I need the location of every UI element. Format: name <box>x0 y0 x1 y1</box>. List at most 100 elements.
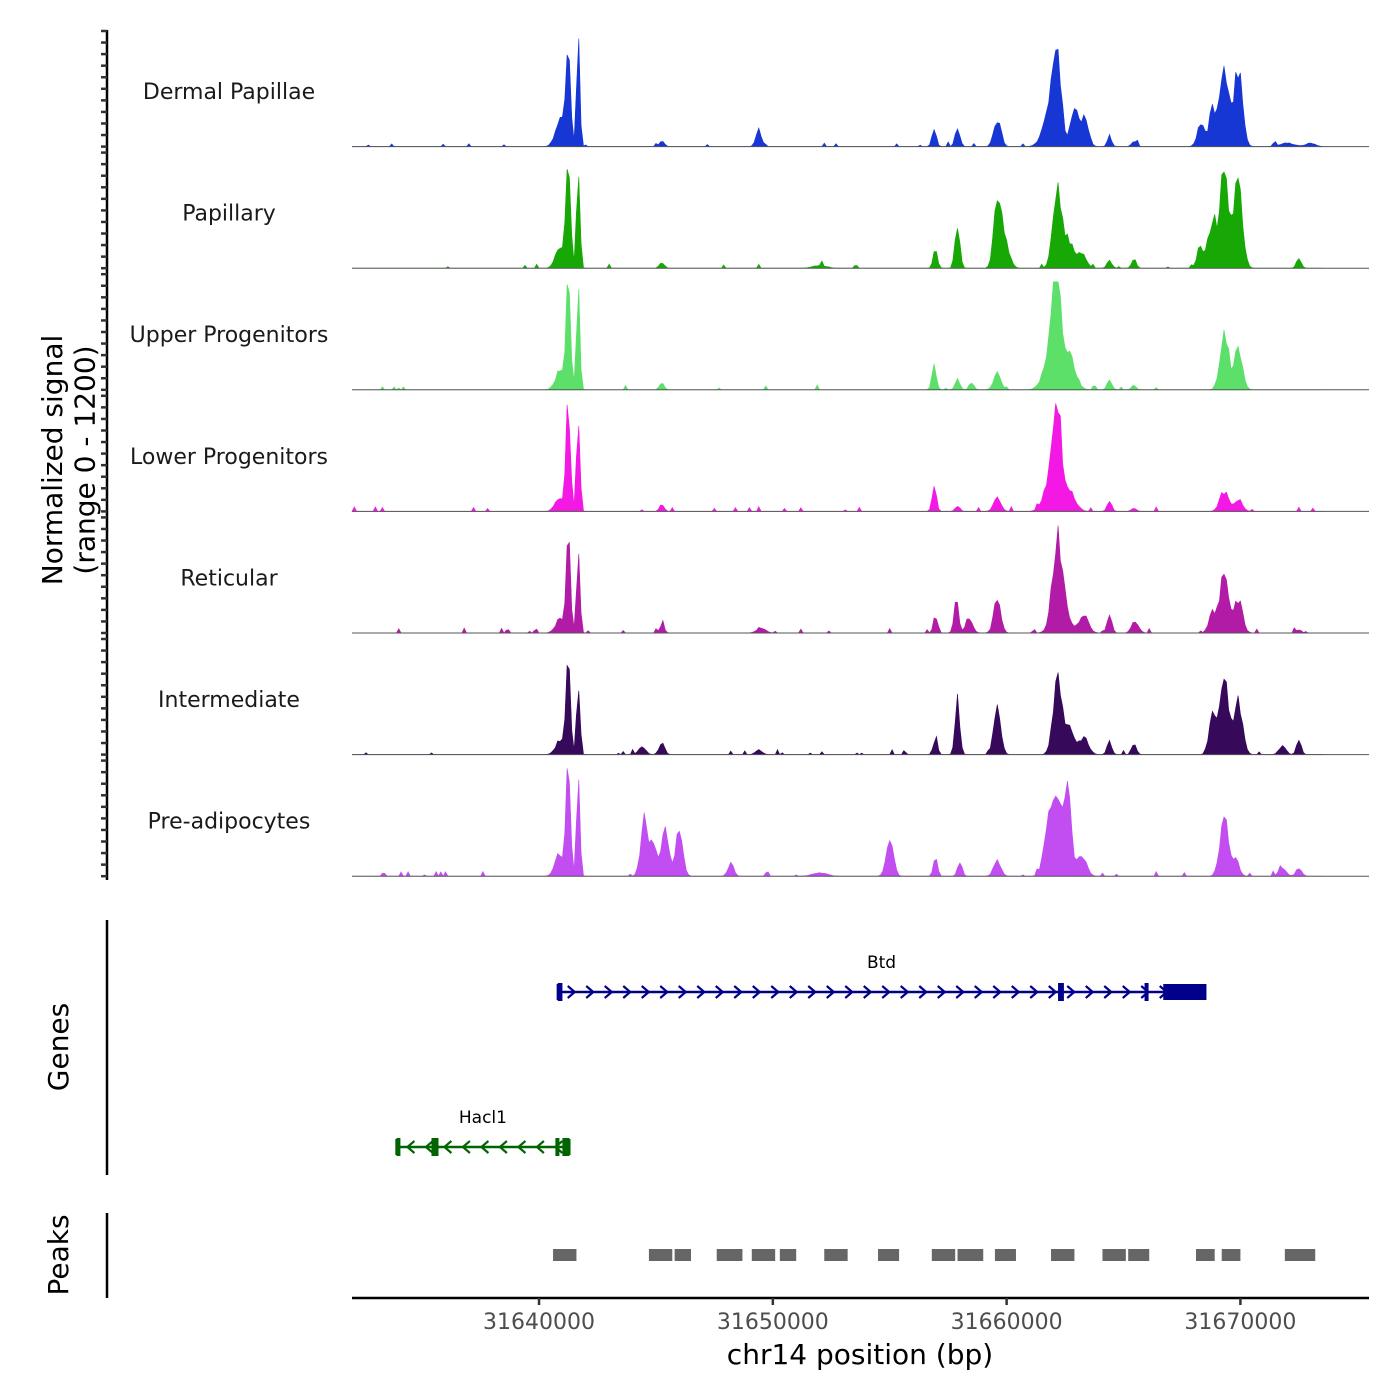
strand-arrow <box>752 985 762 999</box>
peak-region <box>779 1249 797 1261</box>
strand-arrow <box>567 985 577 999</box>
strand-arrow <box>1122 985 1132 999</box>
strand-arrow <box>937 985 947 999</box>
exon <box>562 1138 570 1156</box>
signal-area <box>352 38 1323 147</box>
y-axis-title-line: (range 0 - 1200) <box>68 345 101 574</box>
strand-arrow <box>844 985 854 999</box>
track-label: Lower Progenitors <box>130 445 328 470</box>
peak-region <box>957 1249 984 1261</box>
x-tick-label: 31660000 <box>951 1310 1063 1335</box>
strand-arrow <box>678 985 688 999</box>
peak-region <box>1221 1249 1241 1261</box>
genes-track-label: Genes <box>42 1003 75 1091</box>
peak-region <box>1195 1249 1215 1261</box>
strand-arrow <box>405 1140 416 1154</box>
strand-arrow <box>1048 985 1058 999</box>
strand-arrow <box>696 985 706 999</box>
strand-arrow <box>604 985 614 999</box>
strand-arrow <box>461 1140 471 1154</box>
exon <box>1058 983 1064 1001</box>
strand-arrow <box>992 985 1002 999</box>
strand-arrow <box>641 985 651 999</box>
exon <box>396 1138 401 1156</box>
peak-region <box>1284 1249 1316 1261</box>
peak-region <box>553 1249 577 1261</box>
peak-region <box>878 1249 900 1261</box>
strand-arrow <box>863 985 873 999</box>
peak-region <box>674 1249 691 1261</box>
peak-regions <box>553 1249 1316 1261</box>
strand-arrow <box>479 1140 490 1154</box>
peak-region <box>1102 1249 1126 1261</box>
x-tick-label: 31640000 <box>483 1310 595 1335</box>
signal-area <box>351 403 1323 512</box>
peaks-track-label: Peaks <box>42 1214 75 1295</box>
exon <box>1163 984 1206 1000</box>
peak-region <box>994 1249 1016 1261</box>
strand-arrow <box>918 985 928 999</box>
strand-arrow <box>659 985 669 999</box>
track-label: Upper Progenitors <box>130 323 329 348</box>
track-label: Papillary <box>182 202 276 227</box>
gene-annotations: Btd Hacl1 <box>395 953 1207 1156</box>
track-lower-progenitors: Lower Progenitors <box>130 403 1369 512</box>
gene-label: Btd <box>867 953 896 973</box>
strand-arrow <box>1011 985 1021 999</box>
exon <box>555 1138 560 1156</box>
strand-arrow <box>1103 985 1113 999</box>
exon <box>1144 983 1149 1001</box>
strand-arrow <box>881 985 891 999</box>
strand-arrow <box>585 985 595 999</box>
track-upper-progenitors: Upper Progenitors <box>130 281 1369 391</box>
signal-area <box>352 768 1323 877</box>
strand-arrow <box>622 985 632 999</box>
x-tick-label: 31670000 <box>1184 1310 1296 1335</box>
track-label: Intermediate <box>158 688 300 713</box>
strand-arrow <box>955 985 965 999</box>
gene-btd: Btd <box>556 953 1207 1001</box>
peak-region <box>1128 1249 1150 1261</box>
strand-arrow <box>1085 985 1095 999</box>
x-axis-ticks: 31640000 31650000 31660000 31670000 <box>483 1298 1296 1335</box>
signal-tracks: Dermal Papillae Papillary Upper Progenitor… <box>130 38 1369 877</box>
track-label: Dermal Papillae <box>143 80 315 105</box>
gene-hacl1: Hacl1 <box>395 1108 571 1156</box>
exon <box>557 983 563 1001</box>
strand-arrow <box>498 1140 508 1154</box>
strand-arrow <box>535 1140 545 1154</box>
strand-arrow <box>807 985 817 999</box>
track-reticular: Reticular <box>180 525 1369 634</box>
track-dermal-papillae: Dermal Papillae <box>143 38 1369 148</box>
signal-y-axis <box>101 29 109 880</box>
signal-area <box>352 664 1323 756</box>
strand-arrow <box>733 985 743 999</box>
peak-region <box>716 1249 743 1261</box>
strand-arrow <box>900 985 910 999</box>
signal-area <box>352 169 1323 269</box>
y-axis-title-line: Normalized signal <box>36 335 69 586</box>
track-pre-adipocytes: Pre-adipocytes <box>148 768 1369 877</box>
peak-region <box>1051 1249 1075 1261</box>
strand-arrow <box>974 985 984 999</box>
strand-arrow <box>424 1140 434 1154</box>
strand-arrow <box>442 1140 453 1154</box>
track-intermediate: Intermediate <box>158 664 1369 756</box>
signal-area <box>352 281 1323 391</box>
signal-area <box>352 525 1323 634</box>
exon <box>431 1138 439 1156</box>
strand-arrow <box>789 985 799 999</box>
y-axis-title: Normalized signal(range 0 - 1200) <box>36 335 101 586</box>
strand-arrow <box>1066 985 1076 999</box>
strand-arrow <box>1029 985 1039 999</box>
x-axis-title: chr14 position (bp) <box>727 1338 993 1371</box>
track-label: Reticular <box>180 566 278 591</box>
peak-region <box>751 1249 776 1261</box>
track-label: Pre-adipocytes <box>148 810 311 835</box>
strand-arrow <box>770 985 780 999</box>
strand-arrow <box>715 985 725 999</box>
strand-arrow <box>516 1140 527 1154</box>
peak-region <box>648 1249 673 1261</box>
track-papillary: Papillary <box>182 169 1369 269</box>
